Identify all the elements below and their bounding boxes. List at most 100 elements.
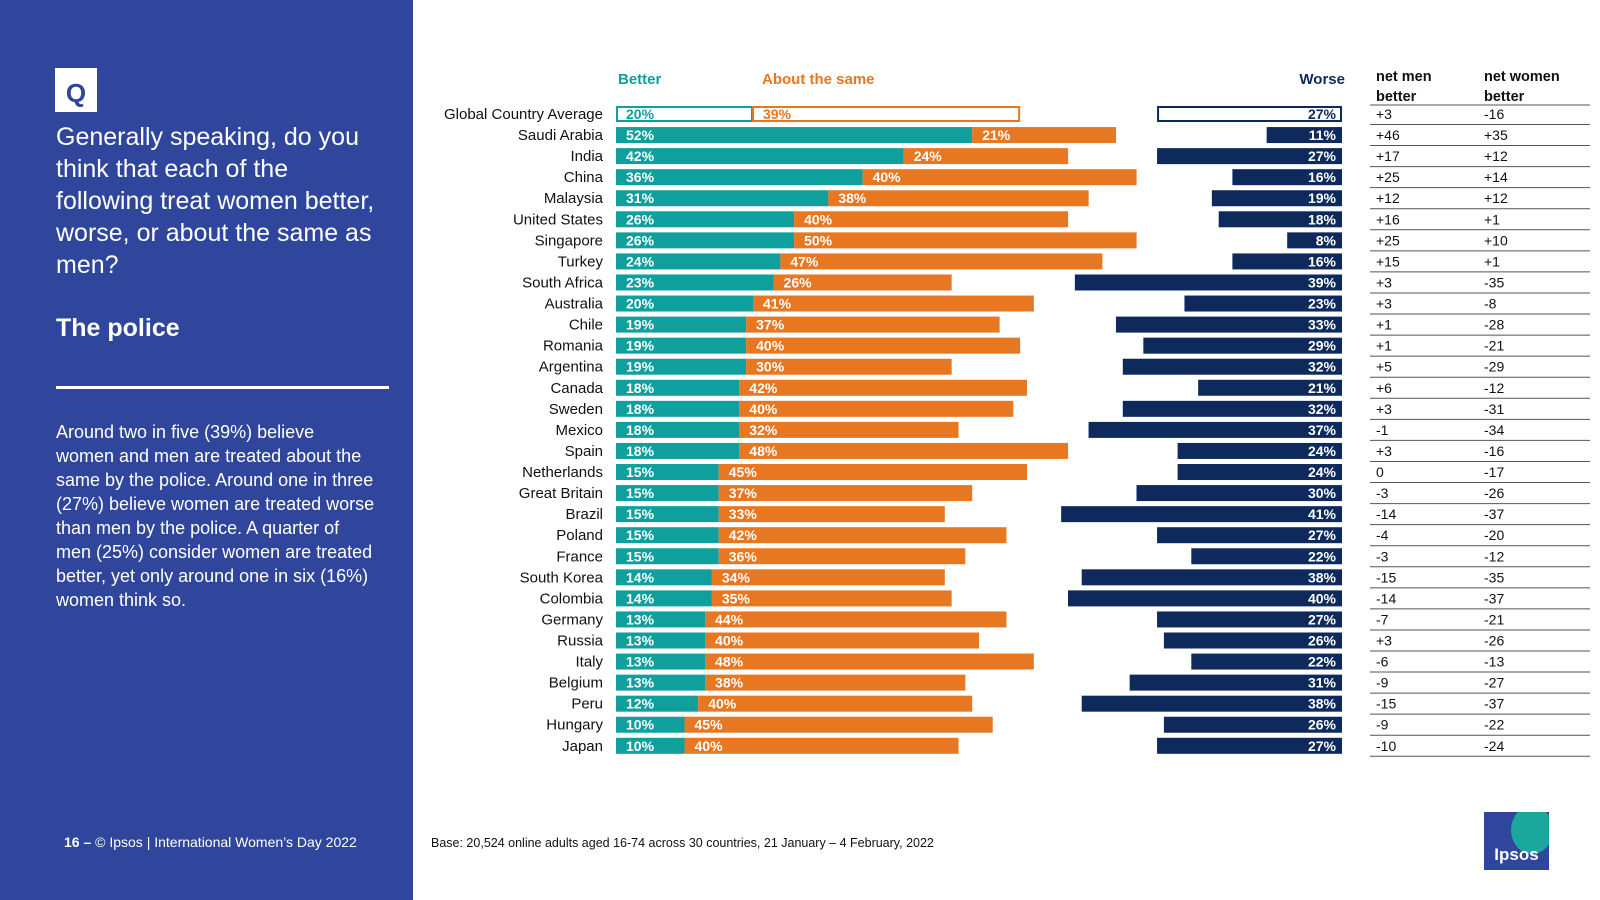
bar-better: [616, 569, 712, 586]
bar-worse: [1177, 464, 1342, 481]
category-label: Mexico: [555, 422, 603, 439]
data-label-better: 26%: [626, 232, 655, 248]
data-label-worse: 16%: [1308, 169, 1337, 185]
bar-worse: [1177, 442, 1342, 459]
bar-worse: [1088, 421, 1342, 438]
category-label: Sweden: [549, 401, 603, 418]
data-label-about-the-same: 40%: [695, 738, 724, 754]
data-label-better: 18%: [626, 443, 655, 459]
net-men-better-value: +3: [1376, 401, 1392, 417]
data-label-worse: 21%: [1308, 380, 1337, 396]
net-women-better-value: -27: [1484, 675, 1504, 691]
category-label: Germany: [541, 611, 603, 628]
bar-better: [616, 253, 781, 270]
data-label-about-the-same: 37%: [729, 485, 758, 501]
data-label-worse: 23%: [1308, 296, 1337, 312]
net-men-better-value: -4: [1376, 527, 1389, 543]
net-women-better-value: -20: [1484, 527, 1504, 543]
category-label: Netherlands: [522, 464, 603, 481]
data-label-about-the-same: 40%: [873, 169, 902, 185]
data-label-about-the-same: 35%: [722, 590, 751, 606]
category-label: Japan: [562, 738, 603, 755]
data-label-about-the-same: 39%: [763, 106, 792, 122]
bar-about-the-same: [739, 400, 1014, 417]
data-label-about-the-same: 48%: [749, 443, 778, 459]
bar-about-the-same: [828, 190, 1089, 207]
bar-better: [616, 653, 706, 670]
net-men-better-value: -3: [1376, 548, 1389, 564]
category-label: France: [556, 548, 603, 565]
bar-about-the-same: [705, 611, 1007, 628]
category-label: Saudi Arabia: [518, 127, 604, 144]
net-men-better-value: +1: [1376, 317, 1392, 333]
bar-worse: [1122, 400, 1342, 417]
bar-worse: [1218, 211, 1342, 228]
data-label-about-the-same: 40%: [804, 211, 833, 227]
data-label-about-the-same: 36%: [729, 548, 758, 564]
category-label: United States: [513, 211, 603, 228]
bar-about-the-same: [705, 674, 966, 691]
data-label-worse: 38%: [1308, 696, 1337, 712]
net-men-better-value: +16: [1376, 211, 1400, 227]
category-label: South Korea: [520, 569, 604, 586]
bar-better: [616, 148, 904, 165]
net-women-better-value: -28: [1484, 317, 1504, 333]
category-label: Global Country Average: [444, 106, 603, 123]
net-women-better-value: -21: [1484, 611, 1504, 627]
category-label: Spain: [565, 443, 603, 460]
net-women-better-value: -8: [1484, 296, 1497, 312]
net-men-better-value: +17: [1376, 148, 1400, 164]
net-women-better-value: -16: [1484, 443, 1504, 459]
bar-worse: [1163, 716, 1342, 733]
bar-worse: [1136, 485, 1342, 502]
bar-about-the-same: [711, 590, 952, 607]
data-label-worse: 26%: [1308, 633, 1337, 649]
data-label-better: 15%: [626, 485, 655, 501]
bar-better: [616, 485, 719, 502]
net-men-better-value: +5: [1376, 359, 1392, 375]
bar-about-the-same: [746, 337, 1021, 354]
logo-arc-shape: [1511, 812, 1549, 854]
category-label: Malaysia: [544, 190, 604, 207]
data-label-worse: 8%: [1316, 232, 1337, 248]
net-men-better-value: -7: [1376, 611, 1389, 627]
bar-better: [616, 695, 699, 712]
category-label: India: [570, 148, 603, 165]
net-men-better-value: +3: [1376, 443, 1392, 459]
bar-about-the-same: [684, 737, 959, 754]
bar-better: [616, 548, 719, 565]
data-label-about-the-same: 42%: [749, 380, 778, 396]
data-label-about-the-same: 34%: [722, 569, 751, 585]
category-label: Italy: [575, 654, 603, 671]
data-label-better: 15%: [626, 464, 655, 480]
net-men-better-value: -10: [1376, 738, 1396, 754]
bar-about-the-same: [718, 527, 1007, 544]
data-label-about-the-same: 48%: [715, 654, 744, 670]
data-label-about-the-same: 47%: [790, 253, 819, 269]
bar-better: [616, 316, 747, 333]
bar-better: [616, 632, 706, 649]
bar-worse: [1211, 190, 1342, 207]
bar-better: [616, 232, 795, 249]
bar-better: [616, 169, 863, 186]
data-label-worse: 26%: [1308, 717, 1337, 733]
bar-worse: [1157, 148, 1342, 165]
bar-about-the-same: [705, 632, 980, 649]
data-label-worse: 32%: [1308, 359, 1337, 375]
bar-worse: [1163, 632, 1342, 649]
data-label-about-the-same: 37%: [756, 317, 785, 333]
data-label-worse: 22%: [1308, 654, 1337, 670]
data-label-better: 19%: [626, 359, 655, 375]
data-label-worse: 24%: [1308, 464, 1337, 480]
data-label-better: 18%: [626, 401, 655, 417]
bar-worse: [1081, 695, 1342, 712]
data-label-worse: 29%: [1308, 338, 1337, 354]
ipsos-logo: Ipsos: [1484, 812, 1549, 870]
data-label-worse: 19%: [1308, 190, 1337, 206]
data-label-better: 14%: [626, 590, 655, 606]
bar-about-the-same: [739, 421, 959, 438]
data-label-about-the-same: 45%: [729, 464, 758, 480]
data-label-better: 18%: [626, 380, 655, 396]
base-note: Base: 20,524 online adults aged 16-74 ac…: [431, 836, 934, 850]
bar-about-the-same: [746, 316, 1000, 333]
